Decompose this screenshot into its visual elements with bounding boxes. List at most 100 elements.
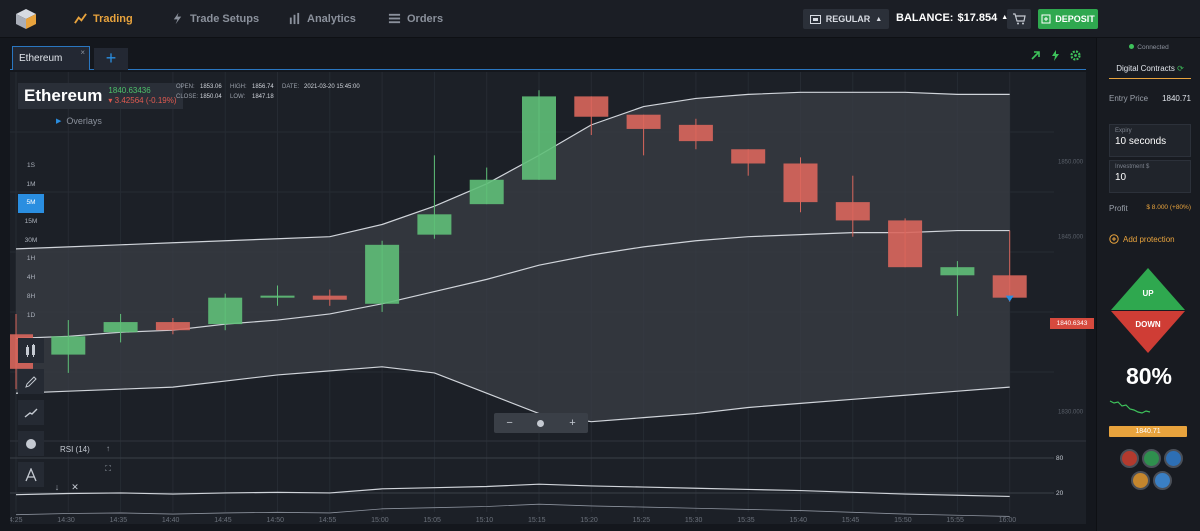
x-tick-label: 14:50 [267, 517, 285, 524]
chart-canvas[interactable]: 1850.000 1845.000 1830.000 80 20 14:25 14:30 14… [10, 72, 1086, 524]
overlays-toggle[interactable]: ▶ Overlays [56, 116, 102, 126]
nav-analytics[interactable]: Analytics [288, 12, 356, 25]
y-tick-label: 1850.000 [1058, 159, 1084, 165]
connection-status: Connected [1097, 44, 1200, 51]
investment-value[interactable]: 10 [1115, 172, 1127, 183]
timeframe-15m[interactable]: 15M [24, 218, 38, 226]
arrow-up-icon[interactable]: ↑ [106, 444, 110, 453]
chart-asset-price: 1840.63436 [108, 86, 151, 95]
bars-icon [289, 12, 300, 25]
current-price-badge: 1840.71 [1109, 426, 1187, 437]
candle-body [469, 179, 504, 205]
high-label: HIGH: [230, 84, 247, 90]
rsi-signal-line [15, 503, 1010, 517]
x-tick-label: 15:35 [737, 517, 755, 524]
caret-up-icon: ▲ [875, 15, 883, 23]
down-button[interactable]: DOWN [1111, 311, 1185, 353]
open-value: 1853.06 [200, 84, 222, 90]
account-mode-label: REGULAR [825, 14, 871, 24]
x-tick-label: 14:45 [214, 517, 232, 524]
investment-field[interactable]: Investment $ 10 [1109, 160, 1191, 193]
fullscreen-icon[interactable]: ⛶ [105, 464, 111, 473]
tab-digital-contracts[interactable]: Digital Contracts ⟳ [1109, 64, 1191, 79]
candle-body [783, 163, 818, 203]
candle-body [260, 295, 295, 298]
account-mode-dropdown[interactable]: REGULAR ▲ [803, 9, 889, 29]
add-tab-button[interactable]: + [94, 48, 128, 70]
text-tool-button[interactable] [18, 462, 44, 487]
tab-ethereum[interactable]: Ethereum × [12, 46, 90, 70]
x-tick-label: 15:05 [423, 517, 441, 524]
timeframe-1h[interactable]: 1H [26, 255, 36, 263]
badge-icon[interactable] [1119, 449, 1139, 468]
zoom-control: − + [494, 413, 588, 433]
zoom-handle-icon[interactable] [537, 419, 545, 427]
shape-tool-button[interactable] [18, 431, 44, 456]
badge-icon[interactable] [1130, 471, 1150, 490]
overlays-label: Overlays [66, 116, 102, 126]
tab-ethereum-label: Ethereum [19, 53, 63, 64]
trendline-tool-button[interactable] [18, 400, 44, 425]
candle-body [574, 96, 609, 117]
pen-tool-button[interactable] [18, 369, 44, 394]
timeframe-1d[interactable]: 1D [26, 311, 36, 319]
candle-body [51, 336, 86, 355]
ohlc-readout: OPEN: 1853.06 HIGH: 1856.74 DATE: 2021-0… [176, 84, 374, 100]
status-dot-icon [1129, 44, 1135, 49]
nav-analytics-label: Analytics [307, 12, 356, 25]
x-tick-label: 14:35 [110, 517, 128, 524]
nav-trade-setups[interactable]: Trade Setups [171, 12, 259, 25]
candle-body [678, 124, 713, 142]
date-label: DATE: [282, 84, 300, 90]
up-arrow-icon [1111, 268, 1185, 310]
price-chart[interactable]: 1850.000 1845.000 1830.000 80 20 14:25 14:30 14… [10, 72, 1094, 524]
x-tick-label: 15:55 [946, 517, 964, 524]
entry-price-row: Entry Price 1840.71 [1109, 94, 1191, 103]
badge-icon[interactable] [1152, 471, 1172, 490]
x-tick-label: 15:40 [790, 517, 808, 524]
x-tick-label: 15:00 [371, 517, 389, 524]
timeframe-5m[interactable]: 5M [18, 194, 44, 214]
profit-label: Profit [1109, 204, 1128, 213]
badge-icon[interactable] [1163, 449, 1183, 468]
close-icon[interactable]: × [80, 48, 85, 57]
bolt-icon[interactable] [1050, 50, 1061, 61]
gear-icon[interactable] [1070, 50, 1081, 61]
timeframe-1m[interactable]: 1M [26, 180, 36, 188]
close-icon[interactable]: ✕ [71, 482, 79, 492]
zoom-out-button[interactable]: − [506, 417, 513, 429]
caret-up-icon[interactable]: ▲ [1001, 14, 1009, 21]
candle-body [208, 297, 243, 325]
timeframe-1s[interactable]: 1S [27, 162, 35, 169]
zoom-in-button[interactable]: + [569, 417, 576, 429]
candle-tool-button[interactable] [18, 338, 44, 363]
arrow-down-icon[interactable]: ↓ [54, 482, 60, 492]
candle-body [940, 267, 975, 276]
candle-body [835, 202, 870, 221]
rsi-line [15, 483, 1010, 498]
x-tick-label: 14:55 [319, 517, 337, 524]
expiry-label: Expiry [1115, 128, 1132, 134]
date-value: 2021-03-20 15:45:00 [304, 84, 360, 90]
timeframe-4h[interactable]: 4H [26, 274, 36, 282]
add-protection-button[interactable]: Add protection [1109, 234, 1175, 244]
refresh-icon[interactable]: ⟳ [1177, 64, 1184, 73]
timeframe-8h[interactable]: 8H [26, 292, 36, 300]
y-tick-label: 1830.000 [1058, 410, 1084, 416]
link-icon[interactable] [1030, 50, 1041, 61]
logo-box-icon[interactable] [14, 7, 38, 31]
payout-percentage: 80% [1125, 363, 1173, 389]
expiry-field[interactable]: Expiry 10 seconds [1109, 124, 1191, 157]
current-price-marker-icon [1005, 295, 1014, 302]
candle-body [103, 322, 138, 333]
deposit-button[interactable]: DEPOSIT [1038, 9, 1098, 29]
candle-body [522, 96, 556, 180]
cart-button[interactable] [1007, 9, 1031, 29]
timeframe-30m[interactable]: 30M [24, 236, 38, 244]
badge-icon[interactable] [1141, 449, 1161, 468]
up-button[interactable]: UP [1111, 268, 1185, 310]
nav-orders[interactable]: Orders [388, 12, 443, 25]
nav-trading[interactable]: Trading [74, 12, 133, 25]
current-price-tag: 1840.6343 [1050, 318, 1094, 329]
candle-body [888, 220, 923, 268]
